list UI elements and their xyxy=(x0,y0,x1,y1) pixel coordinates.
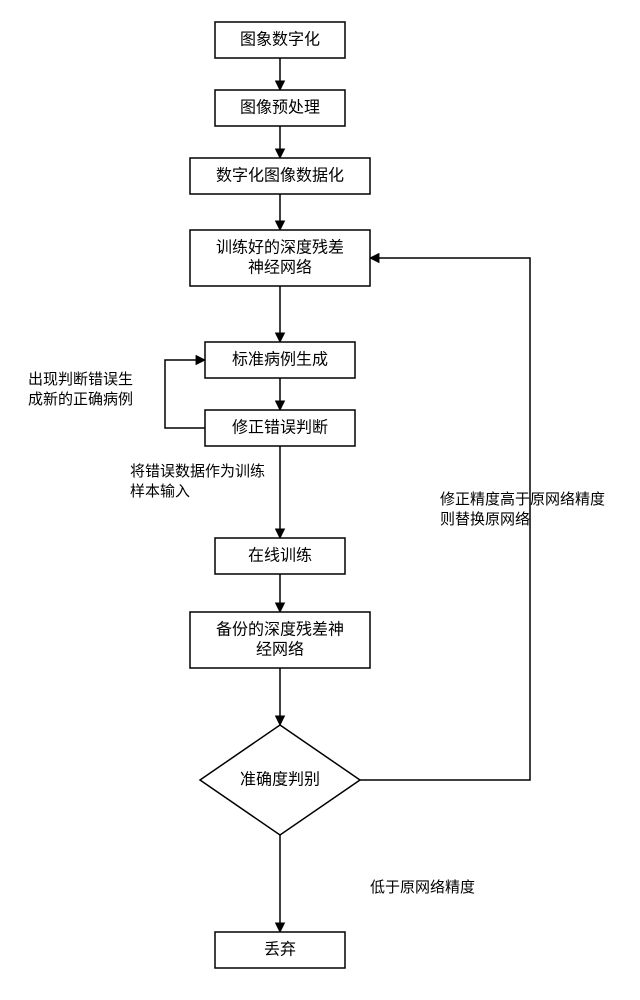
flow-node: 图像预处理 xyxy=(215,90,345,126)
node-label: 备份的深度残差神 xyxy=(216,621,344,639)
node-label: 数字化图像数据化 xyxy=(216,167,344,185)
flow-edge xyxy=(165,360,205,428)
flow-node: 标准病例生成 xyxy=(205,342,355,378)
edge-label: 成新的正确病例 xyxy=(28,391,133,408)
node-label: 准确度判别 xyxy=(240,771,320,789)
edge-label: 低于原网络精度 xyxy=(370,879,475,896)
edge-label: 将错误数据作为训练 xyxy=(130,463,265,480)
flow-node: 丢弃 xyxy=(215,932,345,968)
flowchart: 图象数字化图像预处理数字化图像数据化训练好的深度残差神经网络标准病例生成修正错误… xyxy=(0,0,640,1000)
node-label: 图象数字化 xyxy=(240,31,320,49)
flow-node: 数字化图像数据化 xyxy=(190,158,370,194)
node-label: 经网络 xyxy=(256,640,304,659)
edge-label: 样本输入 xyxy=(130,483,190,500)
node-label: 训练好的深度残差 xyxy=(216,239,344,257)
node-label: 神经网络 xyxy=(248,258,312,277)
node-label: 修正错误判断 xyxy=(232,419,328,437)
node-label: 标准病例生成 xyxy=(232,351,328,369)
flow-node: 准确度判别 xyxy=(200,725,360,835)
flow-node: 训练好的深度残差神经网络 xyxy=(190,230,370,286)
node-label: 在线训练 xyxy=(248,547,312,565)
node-label: 图像预处理 xyxy=(240,99,320,117)
edge-label: 出现判断错误生 xyxy=(28,371,133,388)
flow-node: 图象数字化 xyxy=(215,22,345,58)
node-label: 丢弃 xyxy=(264,941,296,959)
edge-label: 修正精度高于原网络精度 xyxy=(440,491,605,508)
flow-node: 备份的深度残差神经网络 xyxy=(190,612,370,668)
edge-label: 则替换原网络 xyxy=(440,511,530,528)
flow-node: 修正错误判断 xyxy=(205,410,355,446)
flow-node: 在线训练 xyxy=(215,538,345,574)
